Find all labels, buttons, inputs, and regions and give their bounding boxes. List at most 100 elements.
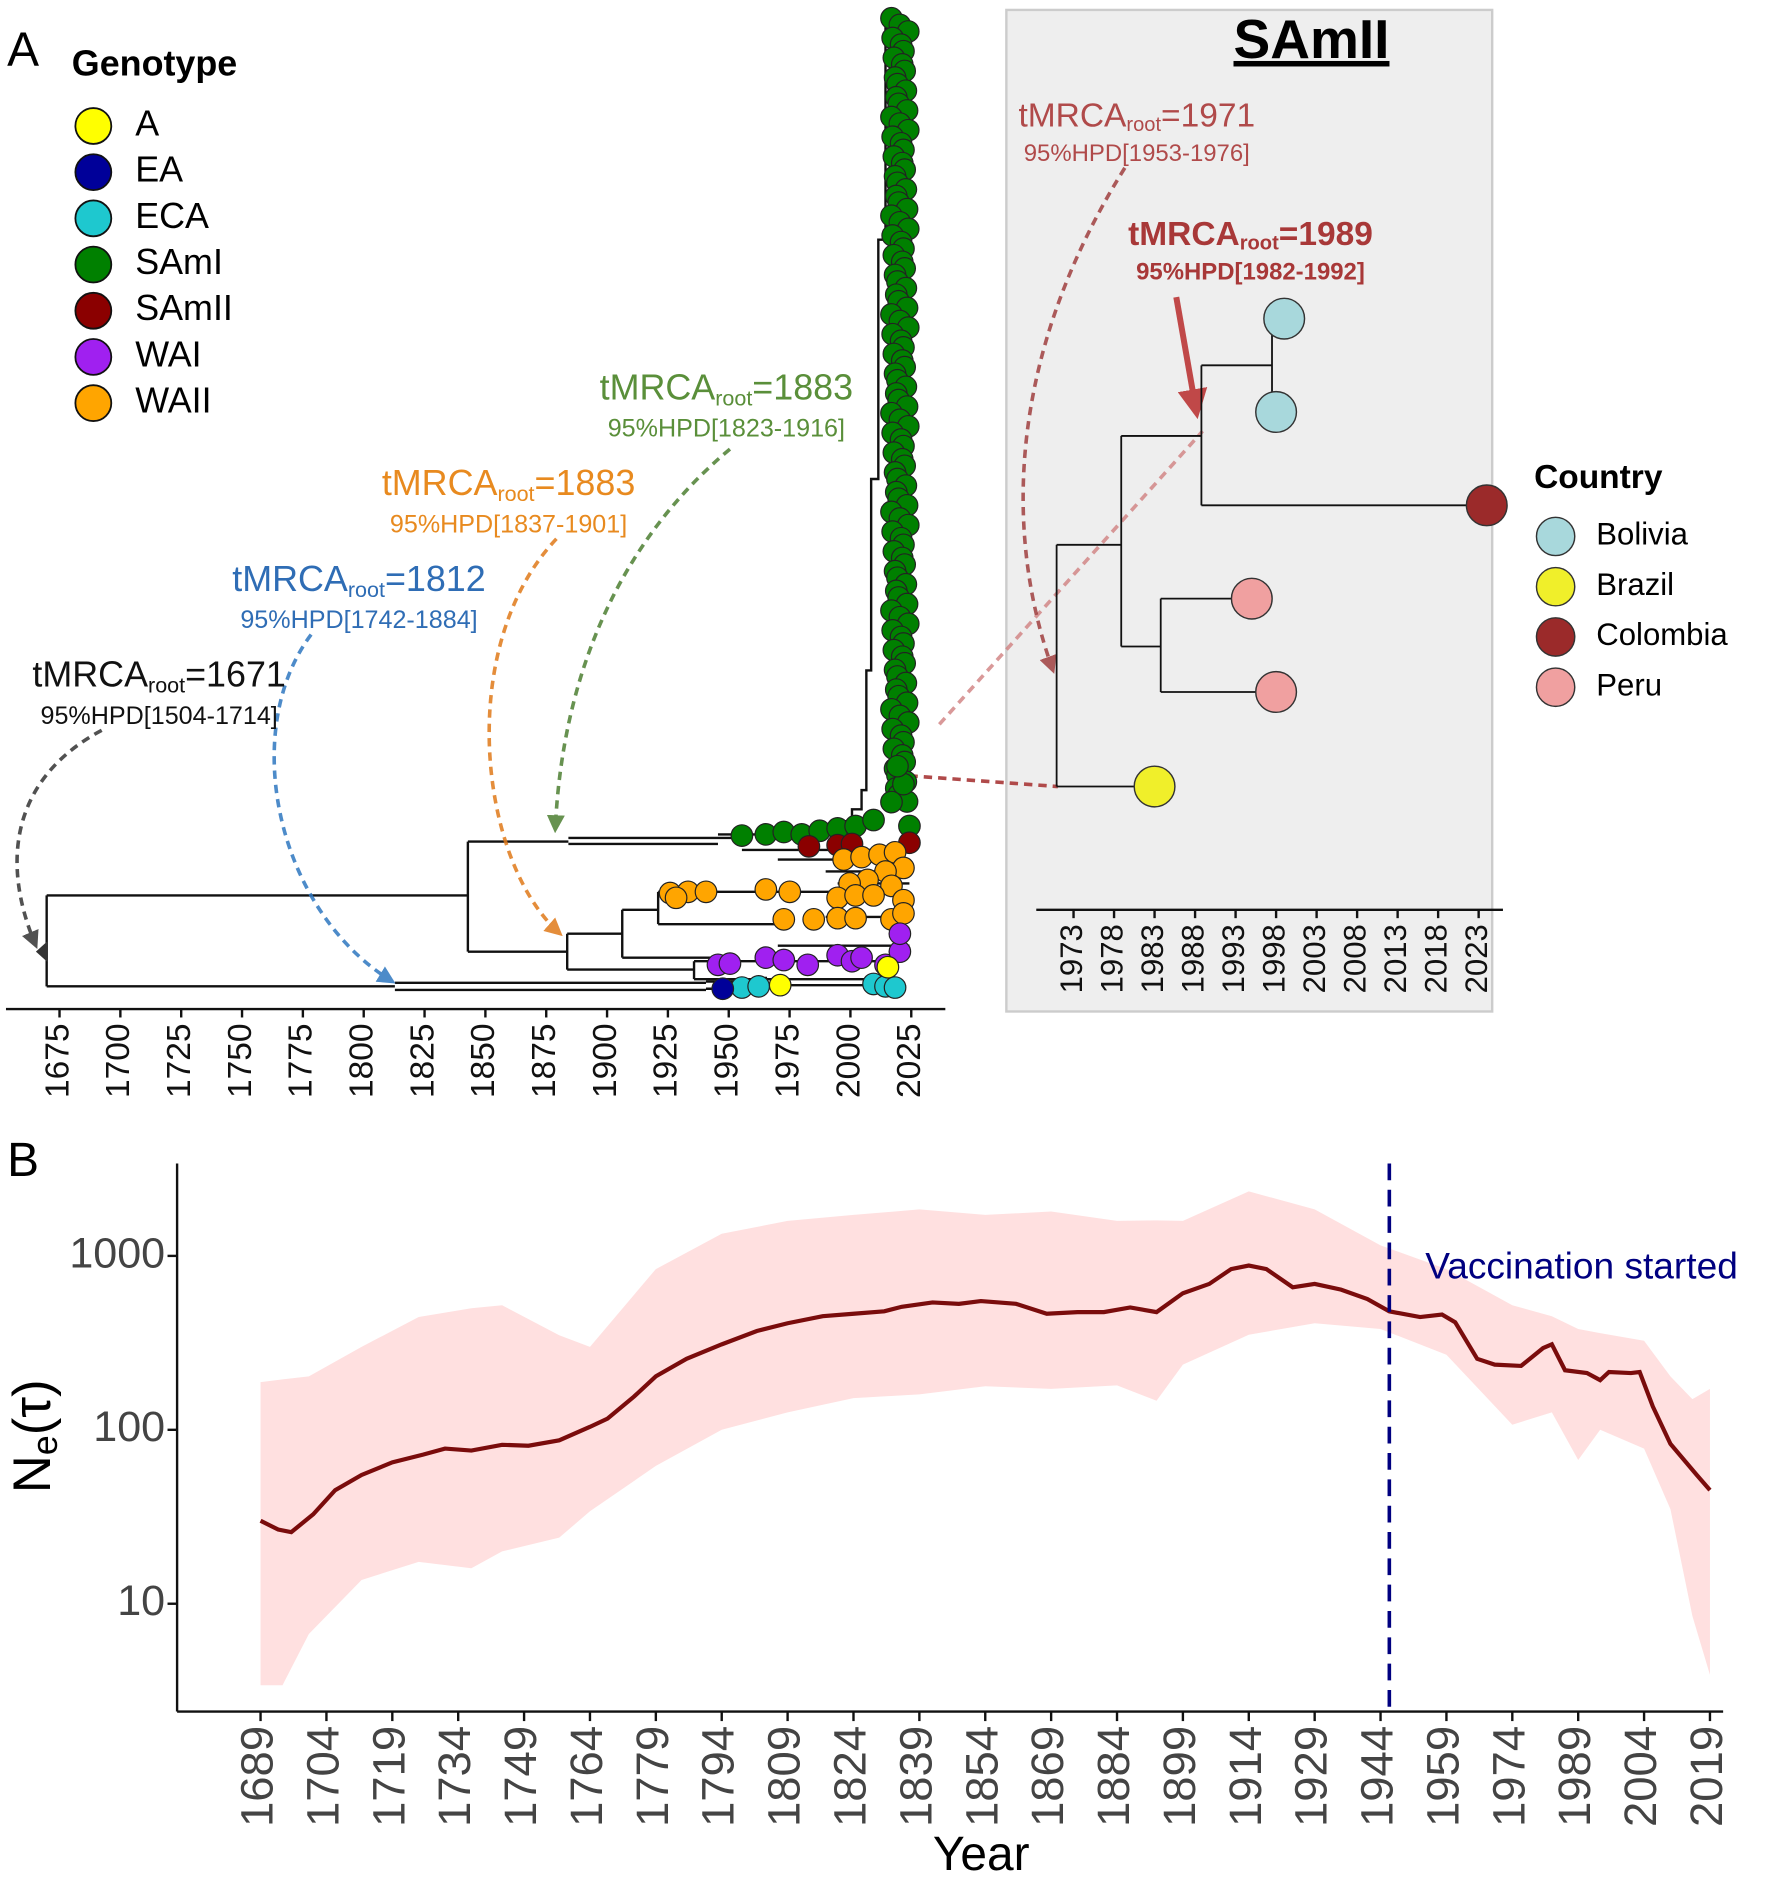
x-tick-label: 1689 bbox=[232, 1726, 283, 1827]
tip bbox=[802, 907, 826, 931]
annotation-subscript: root bbox=[1126, 114, 1161, 136]
legend-label: SAmII bbox=[135, 288, 233, 328]
annotation-hpd: 95%HPD[1982-1992] bbox=[1136, 258, 1365, 285]
legend-label: Brazil bbox=[1596, 567, 1674, 602]
annotation-text: =1971 bbox=[1161, 97, 1255, 134]
legend-swatch bbox=[74, 153, 113, 192]
x-tick-label: 1988 bbox=[1175, 924, 1210, 993]
y-axis-title-part: N bbox=[3, 1455, 62, 1493]
x-tick-label: 2003 bbox=[1297, 924, 1332, 993]
x-tick-label: 1809 bbox=[759, 1726, 810, 1827]
tip bbox=[1230, 577, 1273, 620]
annotation: tMRCAroot=1812 bbox=[232, 559, 485, 601]
tip bbox=[664, 886, 688, 910]
y-tick-label: 100 bbox=[93, 1403, 165, 1451]
tip bbox=[876, 955, 900, 979]
x-tick-label: 1779 bbox=[627, 1726, 678, 1827]
x-tick-label: 1850 bbox=[465, 1023, 502, 1098]
annotation-text: tMRCA bbox=[600, 368, 716, 408]
annotation-hpd: 95%HPD[1742-1884] bbox=[240, 606, 477, 634]
tip bbox=[797, 834, 821, 858]
x-tick-label: 2025 bbox=[891, 1023, 928, 1098]
x-tick-label: 2000 bbox=[830, 1023, 867, 1098]
annotation-subscript: root bbox=[497, 482, 534, 506]
x-tick-label: 2004 bbox=[1615, 1726, 1666, 1827]
x-tick-label: 1884 bbox=[1088, 1726, 1139, 1827]
inset-box bbox=[1005, 8, 1494, 1013]
inset-title: SAmII bbox=[1234, 8, 1390, 70]
x-tick-label: 1989 bbox=[1549, 1726, 1600, 1827]
annotation-text: tMRCA bbox=[232, 559, 348, 599]
annotation: tMRCAroot=1883 bbox=[382, 464, 635, 506]
x-tick-label: 1675 bbox=[39, 1023, 76, 1098]
arrow bbox=[1173, 296, 1208, 420]
legend-label: A bbox=[135, 103, 159, 143]
annotation-text: =1883 bbox=[535, 464, 636, 504]
tip bbox=[886, 754, 909, 778]
tip bbox=[711, 977, 735, 1001]
tip bbox=[718, 952, 742, 975]
x-tick-label: 1839 bbox=[890, 1726, 941, 1827]
annotation-text: tMRCA bbox=[32, 655, 148, 695]
legend-swatch bbox=[74, 291, 113, 330]
x-tick-label: 1704 bbox=[297, 1726, 348, 1827]
x-tick-label: 1749 bbox=[495, 1726, 546, 1827]
legend-swatch bbox=[1535, 516, 1576, 557]
tip bbox=[772, 907, 796, 931]
legend-label: EA bbox=[135, 150, 183, 190]
legend-label: Colombia bbox=[1596, 617, 1728, 652]
tip bbox=[862, 808, 885, 832]
tip bbox=[768, 973, 792, 997]
legend-swatch bbox=[1535, 566, 1576, 607]
legend-label: SAmI bbox=[135, 242, 223, 282]
annotation-hpd: 95%HPD[1823-1916] bbox=[608, 415, 845, 443]
legend-label: WAI bbox=[135, 334, 201, 374]
annotation-hpd: 95%HPD[1504-1714] bbox=[40, 702, 277, 730]
annotation-subscript: root bbox=[148, 673, 185, 697]
x-tick-label: 1825 bbox=[404, 1023, 441, 1098]
annotation-text: =1671 bbox=[185, 655, 286, 695]
x-tick-label: 1824 bbox=[825, 1726, 876, 1827]
tip bbox=[747, 974, 771, 998]
inset-branches bbox=[1055, 317, 1487, 788]
x-tick-label: 2013 bbox=[1378, 924, 1413, 993]
tip bbox=[892, 902, 915, 925]
legend-label: Peru bbox=[1596, 667, 1662, 702]
tip bbox=[880, 790, 903, 814]
x-tick-label: 1750 bbox=[222, 1023, 259, 1098]
y-axis-title-part: e bbox=[25, 1435, 65, 1455]
vline-label: Vaccination started bbox=[1425, 1245, 1738, 1287]
y-axis-title: Ne(τ) bbox=[3, 1379, 66, 1493]
tip bbox=[694, 880, 718, 904]
annotation-hpd: 95%HPD[1837-1901] bbox=[390, 510, 627, 538]
band bbox=[260, 1191, 1710, 1686]
legend-title: Genotype bbox=[72, 44, 237, 84]
x-tick-label: 1983 bbox=[1135, 924, 1170, 993]
x-tick-label: 1900 bbox=[587, 1023, 624, 1098]
annotation-text: tMRCA bbox=[382, 464, 498, 504]
x-tick-label: 1800 bbox=[344, 1023, 381, 1098]
tip bbox=[754, 878, 778, 901]
legend-swatch bbox=[74, 338, 113, 376]
tip bbox=[1263, 297, 1306, 340]
line bbox=[259, 1263, 1712, 1535]
x-tick-label: 1973 bbox=[1054, 924, 1089, 993]
tip bbox=[844, 906, 867, 930]
annotation-subscript: root bbox=[1240, 233, 1279, 255]
x-tick-label: 1944 bbox=[1352, 1726, 1403, 1827]
tip bbox=[730, 824, 754, 847]
x-tick-label: 1998 bbox=[1256, 924, 1291, 993]
legend-label: ECA bbox=[135, 196, 209, 236]
legend-swatch bbox=[1535, 667, 1576, 708]
annotation-text: =1812 bbox=[385, 559, 486, 599]
panel-label: B bbox=[7, 1134, 39, 1187]
legend-title: Country bbox=[1534, 459, 1663, 496]
x-tick-label: 1925 bbox=[648, 1023, 685, 1098]
y-tick-label: 10 bbox=[117, 1577, 165, 1625]
x-tick-label: 1794 bbox=[693, 1726, 744, 1827]
tip bbox=[862, 884, 885, 907]
arrows bbox=[15, 166, 1204, 984]
annotation-text: =1989 bbox=[1279, 216, 1373, 253]
